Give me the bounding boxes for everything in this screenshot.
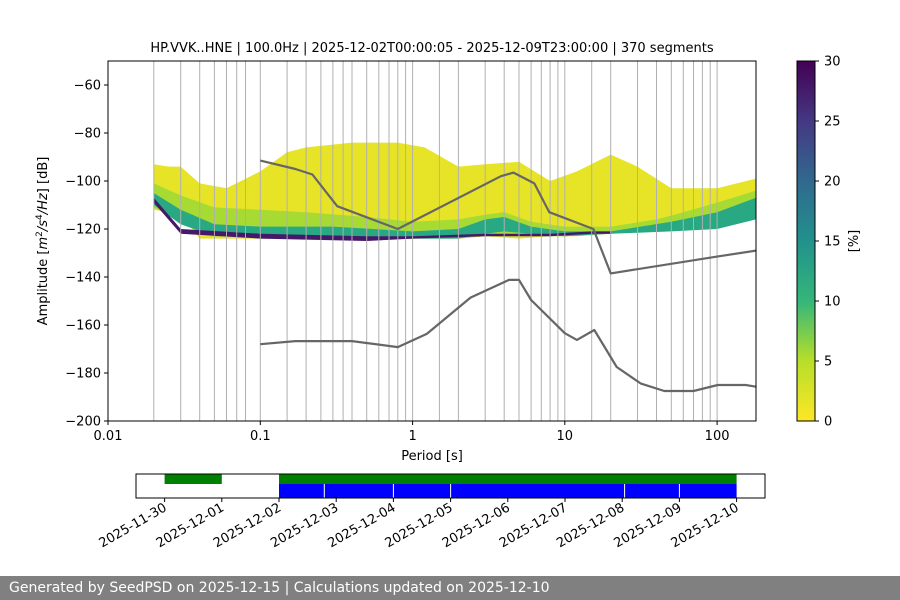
plot-frame xyxy=(107,60,757,422)
colorbar-tick-label: 5 xyxy=(824,355,832,370)
colorbar-tick-label: 15 xyxy=(824,235,841,250)
data-availability-bar xyxy=(164,474,222,484)
colorbar-tick-label: 10 xyxy=(824,295,841,310)
y-tick-label: −120 xyxy=(65,223,101,238)
y-tick-label: −80 xyxy=(74,127,101,142)
colorbar-tick-label: 0 xyxy=(824,415,832,430)
noise-model-high-curve xyxy=(260,159,756,275)
y-tick-label: −200 xyxy=(65,415,101,430)
colorbar-tick-label: 25 xyxy=(824,115,841,130)
data-availability-bar xyxy=(279,474,737,484)
psd-density-band-3 xyxy=(153,193,756,239)
availability-timeline: 2025-11-302025-12-012025-12-022025-12-03… xyxy=(97,473,766,551)
y-tick-label: −60 xyxy=(74,79,101,94)
colorbar: 0 5 10 15 20 25 30 [%] xyxy=(796,55,862,430)
chart-title: HP.VVK..HNE | 100.0Hz | 2025-12-02T00:00… xyxy=(150,41,713,56)
x-tick-label: 1 xyxy=(408,429,416,444)
psd-density-band-2 xyxy=(153,183,756,239)
colorbar-tick-label: 30 xyxy=(824,55,841,70)
y-axis-label: Amplitude [m2/s4/Hz] [dB] xyxy=(35,157,51,326)
colorbar-gradient xyxy=(796,60,816,422)
colorbar-tick-label: 20 xyxy=(824,175,841,190)
psd-plot-area xyxy=(107,60,757,422)
y-tick-label: −180 xyxy=(65,367,101,382)
footer-text: Generated by SeedPSD on 2025-12-15 | Cal… xyxy=(0,576,900,600)
y-tick-label: −140 xyxy=(65,271,101,286)
y-tick-label: −100 xyxy=(65,175,101,190)
x-tick-label: 0.1 xyxy=(250,429,271,444)
y-tick-label: −160 xyxy=(65,319,101,334)
x-tick-label: 100 xyxy=(705,429,730,444)
segment-coverage-bar xyxy=(279,484,737,498)
x-tick-label: 0.01 xyxy=(94,429,123,444)
x-axis-label: Period [s] xyxy=(401,449,463,464)
colorbar-label: [%] xyxy=(847,230,862,253)
noise-model-low-curve xyxy=(260,278,756,393)
psd-figure: HP.VVK..HNE | 100.0Hz | 2025-12-02T00:00… xyxy=(35,41,862,551)
x-tick-label: 10 xyxy=(557,429,574,444)
